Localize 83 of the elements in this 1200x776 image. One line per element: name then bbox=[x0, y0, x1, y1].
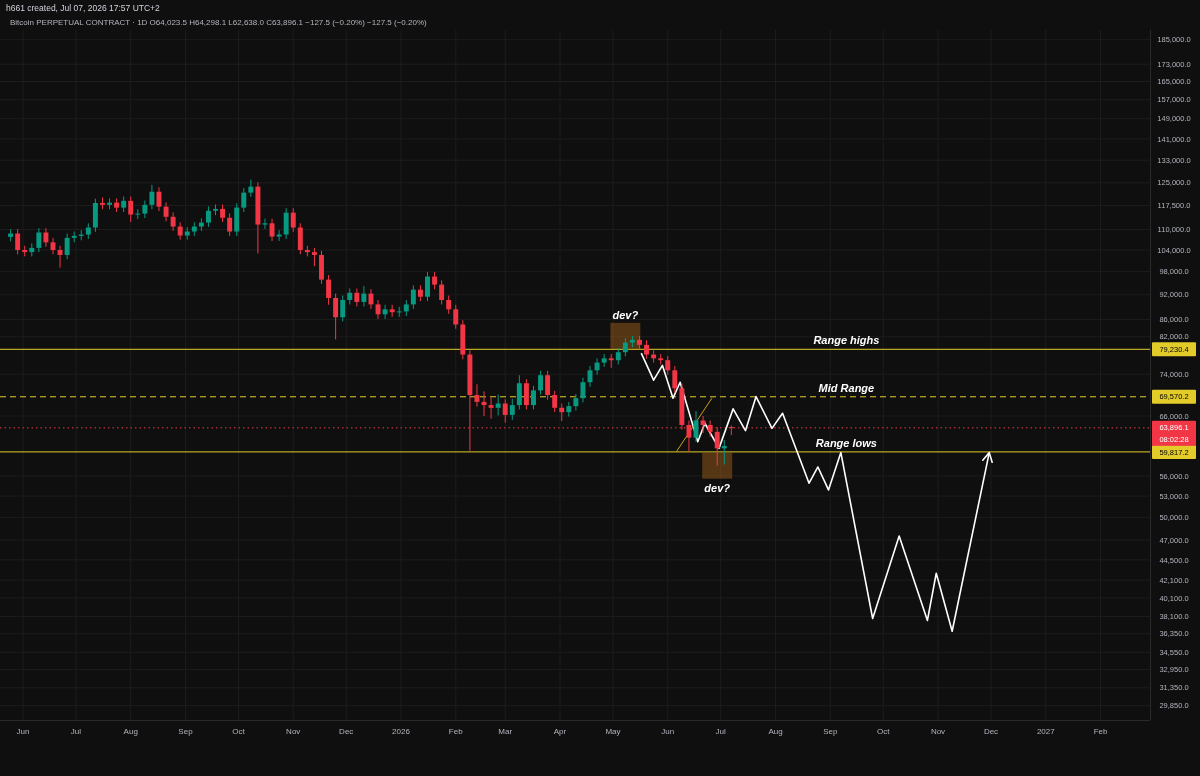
candlestick bbox=[601, 353, 607, 368]
x-tick-label: Jul bbox=[715, 727, 727, 736]
candlestick bbox=[227, 212, 233, 237]
candlestick bbox=[149, 184, 155, 210]
candlestick bbox=[531, 385, 536, 410]
candlestick bbox=[700, 415, 706, 434]
candlestick bbox=[446, 295, 452, 315]
x-tick-label: Nov bbox=[286, 727, 301, 736]
candlestick bbox=[128, 196, 134, 223]
candlestick bbox=[283, 207, 289, 240]
chart-subtitle: Bitcoin PERPETUAL CONTRACT · 1D O64,023.5 H64,298.1 L62,638.0 C63,896.1 −127.5 (−0.20%) −127.5 (−0.20%) bbox=[10, 18, 428, 27]
candlestick bbox=[502, 398, 508, 424]
ref-line-label: Range highs bbox=[813, 334, 880, 347]
candlestick bbox=[241, 187, 247, 213]
candlestick bbox=[57, 245, 63, 269]
candlestick bbox=[474, 383, 480, 408]
candlestick bbox=[361, 285, 367, 307]
candlestick bbox=[163, 201, 169, 222]
candlestick bbox=[43, 227, 49, 248]
x-tick-label: Oct bbox=[877, 727, 891, 736]
candlestick bbox=[488, 397, 494, 420]
candlestick bbox=[439, 279, 445, 305]
candlestick bbox=[552, 390, 558, 413]
x-tick-label: 2026 bbox=[392, 727, 411, 736]
x-tick-label: May bbox=[605, 727, 621, 736]
candlestick bbox=[410, 284, 416, 310]
annotation: dev? bbox=[704, 481, 731, 494]
x-tick-label: Dec bbox=[983, 727, 999, 736]
candlestick bbox=[580, 377, 586, 403]
candlestick bbox=[269, 218, 275, 242]
candlestick bbox=[333, 293, 339, 340]
candlestick bbox=[262, 218, 268, 230]
ref-line-label: Mid Range bbox=[818, 381, 875, 394]
x-tick-label: Nov bbox=[930, 727, 946, 736]
candlestick bbox=[326, 274, 332, 306]
candlestick bbox=[622, 337, 628, 357]
candlestick bbox=[276, 229, 282, 242]
candlestick bbox=[509, 398, 515, 421]
annotation: dev? bbox=[612, 308, 639, 321]
candlestick bbox=[594, 357, 600, 376]
candlestick bbox=[396, 306, 402, 318]
x-tick-label: Oct bbox=[232, 727, 246, 736]
candlestick bbox=[672, 365, 678, 394]
x-tick-label: Apr bbox=[553, 727, 567, 736]
chart-title: h661 created, Jul 07, 2026 17:57 UTC+2 bbox=[6, 3, 161, 13]
x-tick-label: Sep bbox=[178, 727, 194, 736]
candlestick bbox=[340, 295, 346, 322]
x-tick-label: Aug bbox=[123, 727, 138, 736]
candlestick bbox=[545, 370, 551, 401]
candlestick bbox=[538, 370, 544, 396]
x-tick-label: Mar bbox=[498, 727, 513, 736]
candlestick bbox=[64, 233, 70, 260]
candlestick bbox=[135, 208, 141, 220]
x-tick-label: Jun bbox=[661, 727, 675, 736]
candlestick bbox=[425, 271, 430, 302]
candlestick bbox=[516, 374, 522, 410]
x-tick-label: Aug bbox=[768, 727, 783, 736]
candlestick bbox=[15, 228, 21, 255]
x-tick-label: 2027 bbox=[1036, 727, 1056, 736]
ref-line-label: Range lows bbox=[815, 436, 877, 449]
candlestick bbox=[453, 304, 459, 330]
candlestick bbox=[297, 222, 303, 255]
candlestick bbox=[311, 247, 317, 267]
candlestick bbox=[36, 227, 42, 253]
candlestick bbox=[573, 393, 579, 412]
candlestick bbox=[368, 288, 374, 310]
candlestick bbox=[205, 205, 211, 228]
candlestick bbox=[665, 355, 671, 376]
candlestick bbox=[707, 419, 713, 437]
candlestick bbox=[644, 339, 650, 360]
candlestick bbox=[234, 202, 240, 237]
candlestick bbox=[375, 299, 381, 320]
x-tick-label: Feb bbox=[1093, 727, 1108, 736]
candlestick bbox=[523, 378, 529, 410]
x-tick-label: Feb bbox=[448, 727, 464, 736]
x-tick-label: Sep bbox=[823, 727, 838, 736]
candlestick bbox=[290, 207, 296, 233]
candlestick bbox=[170, 211, 176, 232]
x-tick-label: Jul bbox=[70, 727, 82, 736]
candlestick bbox=[495, 394, 501, 416]
candlestick bbox=[382, 304, 388, 320]
x-tick-label: Jun bbox=[16, 727, 30, 736]
x-tick-label: Dec bbox=[339, 727, 354, 736]
